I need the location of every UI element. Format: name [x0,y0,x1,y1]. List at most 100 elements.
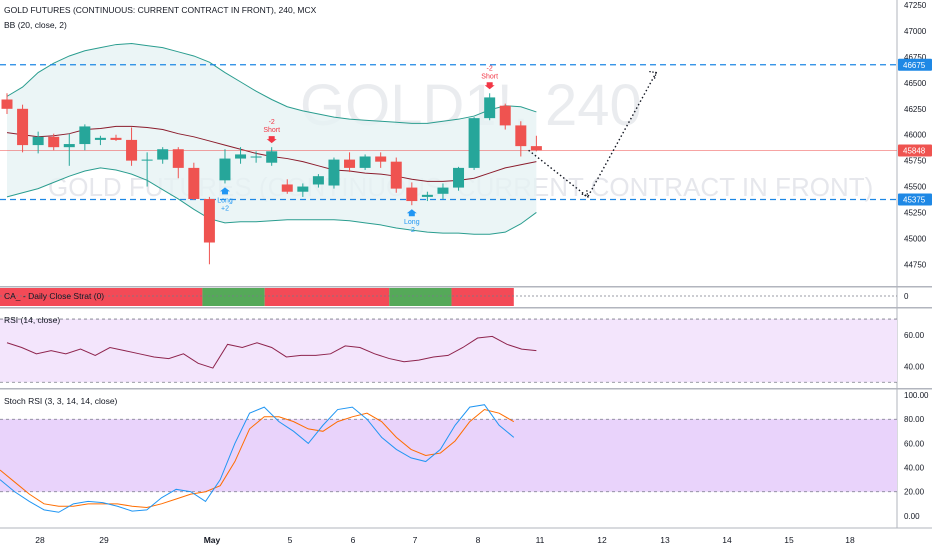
candle-body [406,187,418,202]
price-tick-label: 46250 [904,105,927,114]
candle [172,147,184,179]
ca-segment-red [264,288,390,306]
candle [421,191,433,202]
candle-body [344,159,356,168]
candle-body [484,97,496,119]
candle [359,154,371,170]
candle-body [266,151,278,163]
candle [219,149,231,184]
short-signal-label: Short [481,73,498,80]
stoch-rsi-indicator-label[interactable]: Stoch RSI (3, 3, 14, 14, close) [4,396,118,406]
price-tick-label: 45500 [904,183,927,192]
long-signal-value: +2 [221,205,229,212]
rsi-indicator-label[interactable]: RSI (14, close) [4,315,61,325]
candle [141,152,153,187]
candle-body [499,105,511,126]
time-tick-label: 13 [660,535,670,545]
candle [17,104,29,153]
projection-arrowhead [581,189,589,198]
candle [126,127,138,166]
candle [344,152,356,173]
candle [63,133,75,166]
candle [406,182,418,206]
stoch-tick-label: 100.00 [904,391,929,400]
candle-body [79,126,91,145]
bb-indicator-label[interactable]: BB (20, close, 2) [4,20,67,30]
candle [32,131,44,154]
price-tick-label: 45250 [904,208,927,217]
candle-body [63,144,75,148]
short-signal-value: -2 [269,119,275,126]
short-signal-arrow [484,82,495,90]
time-tick-label: 6 [351,535,356,545]
rsi-band-fill [0,319,897,383]
candle [375,152,387,168]
symbol-title: GOLD FUTURES (CONTINUOUS: CURRENT CONTRA… [4,5,317,15]
candle-body [437,187,449,194]
last-price-badge: 45848 [903,146,926,155]
time-tick-label: 15 [784,535,794,545]
candle [515,121,527,157]
price-axis-bg [897,0,932,550]
candle-body [219,158,231,181]
candle [94,135,106,146]
stoch-tick-label: 0.00 [904,512,920,521]
candle [437,183,449,199]
price-tick-label: 44750 [904,260,927,269]
candle-body [390,161,402,189]
candle-body [297,186,309,192]
pane-separator [0,307,932,309]
ca-tick-label: 0 [904,292,909,301]
candle [203,196,215,265]
long-signal-value: -2 [409,227,415,234]
candle-body [235,154,247,159]
candle-body [312,176,324,185]
long-signal-label: Long [217,197,233,204]
ca-indicator-label[interactable]: CA_ - Daily Close Strat (0) [4,291,105,301]
candle [281,179,293,194]
pane-separator [0,388,932,390]
candle-body [1,99,13,109]
candle-body [281,184,293,192]
time-tick-label: 11 [536,535,545,545]
stoch-band-fill [0,419,897,492]
level-badge-bg [898,58,932,71]
candle-body [375,156,387,162]
candle-body [203,198,215,243]
time-tick-label: 8 [476,535,481,545]
bb-upper-line [6,43,537,124]
projection-arrowhead [649,70,658,80]
candle-body [94,137,106,140]
candle [390,157,402,193]
rsi-tick-label: 40.00 [904,362,925,371]
long-signal-label: Long [404,219,420,226]
short-signal-arrow [266,136,277,144]
time-tick-label: 7 [413,535,418,545]
price-tick-label: 47000 [904,27,927,36]
candle [453,166,465,191]
stoch-d-line [0,409,515,508]
candle-body [48,136,60,148]
candle-body [141,159,153,161]
candle-body [32,136,44,146]
short-signal-label: Short [263,127,280,134]
candle-body [17,108,29,146]
candle-body [515,125,527,147]
stoch-tick-label: 20.00 [904,488,925,497]
price-tick-label: 45750 [904,157,927,166]
candle-body [328,159,340,186]
candle-body [453,167,465,188]
candle [499,103,511,130]
price-tick-label: 45000 [904,234,927,243]
price-tick-label: 46750 [904,53,927,62]
time-tick-label: May [204,535,221,545]
candle-body [530,146,542,151]
candle-body [110,137,122,140]
candle [297,183,309,197]
stoch-tick-label: 40.00 [904,464,925,473]
time-tick-label: 5 [288,535,293,545]
time-tick-label: 14 [722,535,732,545]
price-tick-label: 47250 [904,1,927,10]
